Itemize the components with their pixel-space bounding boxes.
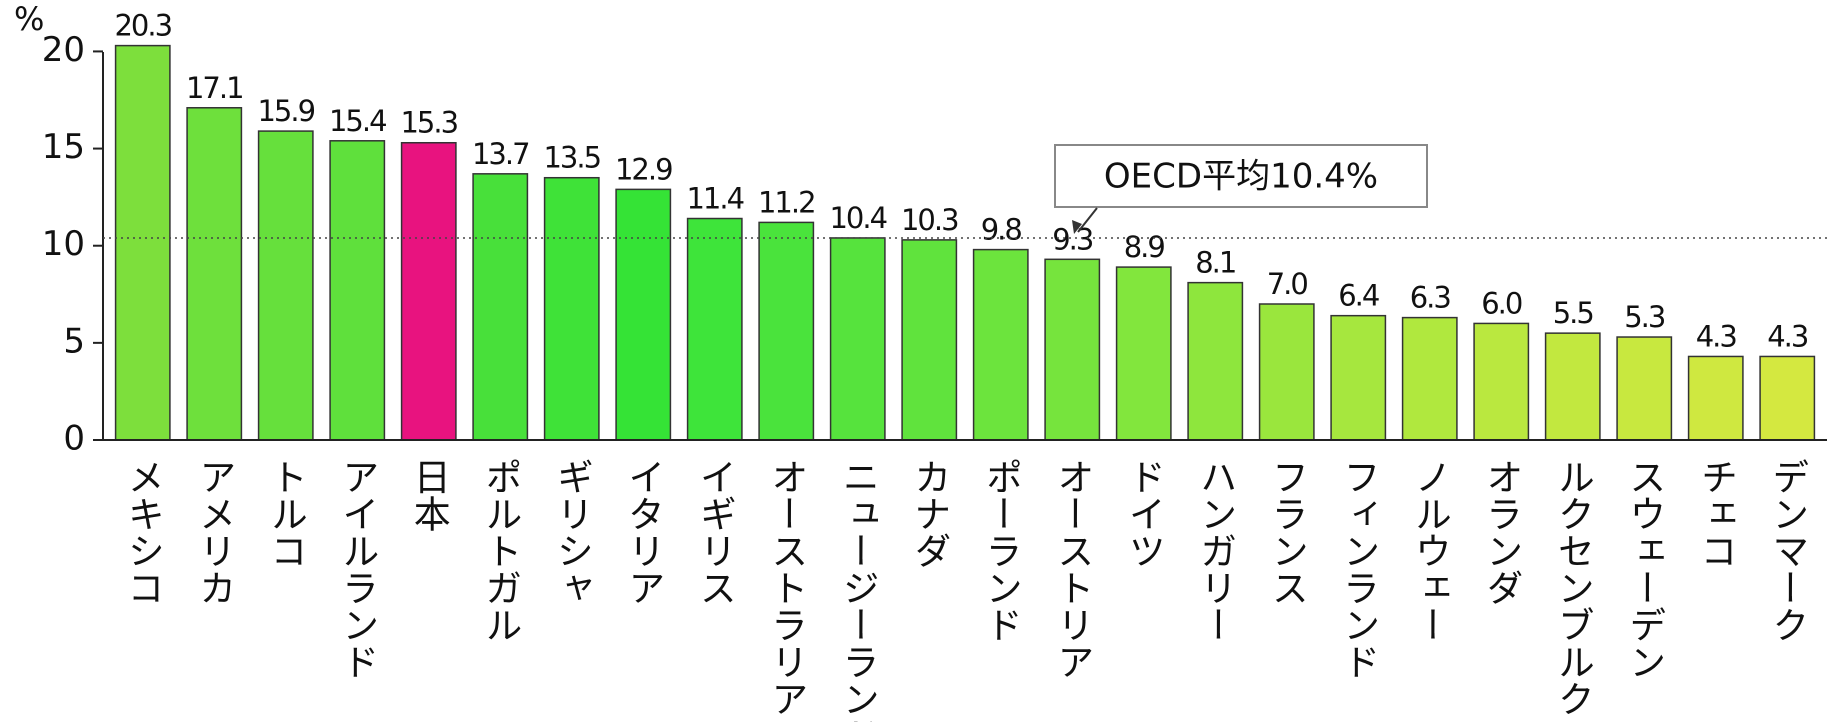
bar — [1115, 266, 1172, 441]
x-tick-label: チェコ — [1694, 458, 1737, 569]
annotation-arrowhead — [1072, 219, 1082, 234]
value-label: 11.4 — [686, 182, 743, 216]
x-tick-label: フィンランド — [1337, 458, 1380, 680]
value-label: 8.1 — [1195, 246, 1235, 280]
x-tick-label: ノルウェー — [1408, 458, 1451, 643]
y-tick-label: 10 — [42, 224, 85, 264]
y-tick-label: 0 — [63, 419, 85, 459]
x-tick-label: フランス — [1265, 458, 1308, 606]
bar — [1687, 355, 1744, 441]
value-label: 12.9 — [615, 152, 672, 186]
x-tick-label: デンマーク — [1766, 458, 1809, 643]
annotation: OECD平均10.4% — [1104, 157, 1378, 197]
x-tick-label: スウェーデン — [1623, 458, 1666, 680]
bar — [1258, 303, 1315, 441]
bar — [1759, 355, 1816, 441]
value-label: 11.2 — [758, 185, 815, 219]
bar — [758, 221, 815, 441]
bar — [329, 140, 386, 441]
bar — [1401, 316, 1458, 441]
value-label: 8.9 — [1124, 230, 1165, 264]
value-label: 6.0 — [1481, 286, 1522, 320]
value-label: 10.3 — [901, 203, 958, 237]
bar — [472, 173, 529, 441]
x-tick-label: ポーランド — [979, 458, 1022, 643]
value-label: 7.0 — [1267, 267, 1308, 301]
x-tick-label: ルクセンブルク — [1551, 458, 1594, 717]
annotation-box — [1054, 144, 1428, 208]
value-label: 5.3 — [1624, 300, 1665, 334]
x-tick-label: トルコ — [264, 458, 307, 569]
x-tick-label: ドイツ — [1122, 458, 1165, 569]
value-label: 4.3 — [1696, 319, 1737, 353]
bar — [257, 130, 314, 441]
value-label: 9.8 — [981, 213, 1022, 247]
bar — [114, 44, 171, 441]
bar — [1616, 336, 1673, 441]
value-label: 4.3 — [1767, 319, 1808, 353]
y-tick-label: 5 — [63, 321, 85, 361]
x-tick-label: イギリス — [693, 458, 736, 606]
bar — [829, 237, 886, 441]
value-label: 13.5 — [543, 141, 600, 175]
bar — [1187, 281, 1244, 441]
value-label: 17.1 — [186, 71, 243, 105]
bar — [615, 188, 672, 441]
x-tick-label: オーストラリア — [765, 458, 808, 717]
x-tick-label: オーストリア — [1051, 458, 1094, 680]
bar — [1544, 332, 1601, 441]
value-label: 15.3 — [400, 106, 457, 140]
x-tick-label: メキシコ — [121, 458, 164, 606]
x-tick-label: イタリア — [622, 458, 665, 606]
value-label: 5.5 — [1553, 296, 1593, 330]
bar — [400, 141, 457, 441]
bar — [972, 248, 1029, 441]
x-tick-label: アメリカ — [193, 458, 236, 606]
value-label: 15.4 — [329, 104, 386, 138]
bar — [686, 217, 743, 441]
value-label: 15.9 — [257, 94, 314, 128]
bar — [1330, 314, 1387, 441]
value-label: 13.7 — [472, 137, 529, 171]
value-label: 10.4 — [829, 201, 886, 235]
bar — [543, 176, 600, 441]
y-axis-label: % — [14, 0, 44, 38]
x-tick-label: オランダ — [1480, 458, 1523, 606]
value-label: 6.3 — [1410, 281, 1451, 315]
x-tick-label: ポルトガル — [479, 458, 522, 643]
bar — [186, 107, 243, 441]
value-label: 20.3 — [114, 9, 171, 43]
x-tick-label: カナダ — [908, 458, 951, 569]
y-tick-label: 20 — [42, 30, 85, 70]
y-tick-label: 15 — [42, 127, 85, 167]
value-label: 9.3 — [1052, 222, 1093, 256]
bar — [901, 239, 958, 441]
x-tick-label: アイルランド — [336, 458, 379, 680]
annotation-arrow — [1077, 207, 1098, 233]
value-label: 6.4 — [1338, 279, 1379, 313]
x-tick-label: ギリシャ — [550, 458, 593, 606]
bar — [1044, 258, 1101, 441]
x-tick-label: ハンガリー — [1194, 458, 1237, 643]
bar — [1473, 322, 1530, 441]
x-tick-label: ニュージーランド — [836, 458, 879, 722]
x-tick-label: 日本 — [407, 458, 450, 532]
